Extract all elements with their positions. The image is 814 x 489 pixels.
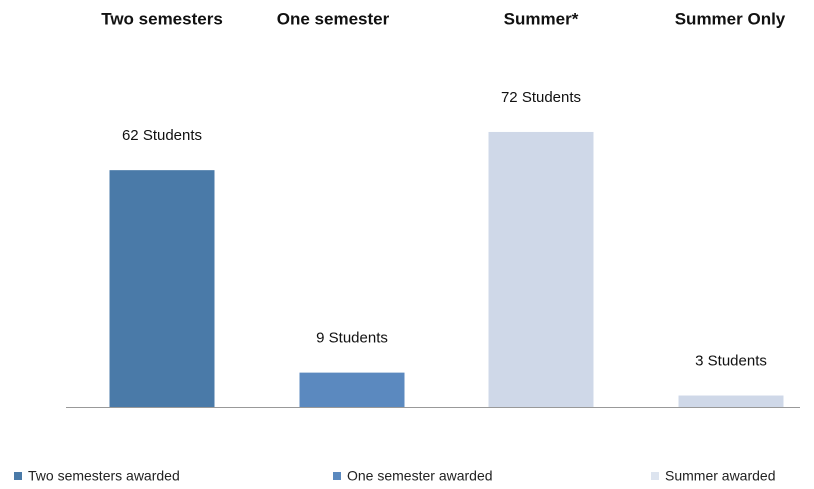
value-label: 3 Students: [695, 353, 767, 370]
legend-label: Summer awarded: [665, 468, 776, 484]
bar: [488, 131, 594, 407]
category-label: Two semesters: [101, 9, 223, 28]
category-label: Summer Only: [675, 9, 786, 28]
value-label: 62 Students: [122, 127, 202, 144]
legend-swatch: [14, 472, 22, 480]
legend-label: Two semesters awarded: [28, 468, 180, 484]
category-label: Summer*: [504, 9, 579, 28]
bar: [678, 395, 784, 407]
legend-swatch: [651, 472, 659, 480]
value-label: 72 Students: [501, 89, 581, 106]
bar: [109, 170, 215, 407]
legend-label: One semester awarded: [347, 468, 493, 484]
category-label: One semester: [277, 9, 390, 28]
legend-swatch: [333, 472, 341, 480]
value-label: 9 Students: [316, 330, 388, 347]
bar: [299, 372, 405, 407]
